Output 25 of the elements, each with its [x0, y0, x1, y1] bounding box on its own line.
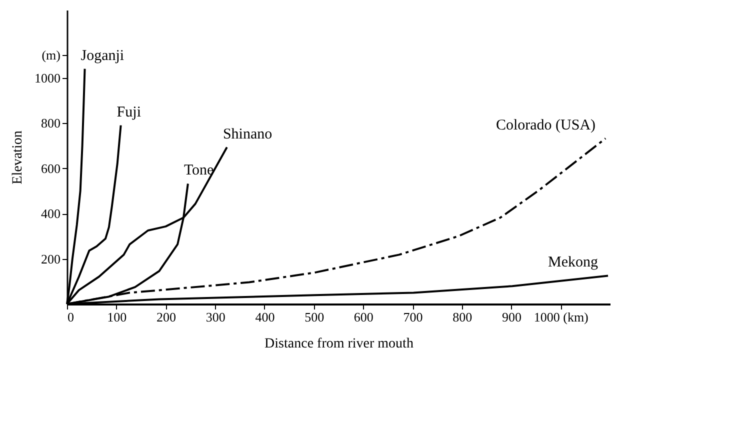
series-label: Fuji — [116, 104, 141, 120]
y-tick-label: (m) — [42, 48, 60, 63]
series-label: Joganji — [80, 48, 124, 64]
x-tick-label: 600 — [354, 310, 374, 324]
x-tick-label: 200 — [156, 310, 176, 324]
x-tick-label: 900 — [502, 310, 522, 324]
x-tick-label: 1000 (km) — [534, 310, 588, 324]
x-axis-title: Distance from river mouth — [264, 336, 414, 352]
series-label: Tone — [184, 162, 214, 179]
y-tick-label: 200 — [41, 251, 60, 266]
x-tick-label: 0 — [68, 310, 74, 324]
x-tick-label: 800 — [452, 310, 472, 324]
series-label: Mekong — [548, 254, 599, 271]
x-tick-label: 400 — [255, 310, 275, 324]
y-axis-title: Elevation — [10, 130, 26, 184]
series-label: Colorado (USA) — [496, 117, 596, 134]
x-tick-label: 300 — [206, 310, 226, 324]
x-tick-label: 700 — [403, 310, 423, 324]
y-tick-label: 600 — [41, 160, 60, 176]
y-tick-label: 800 — [41, 116, 60, 131]
x-tick-label: 100 — [107, 310, 127, 324]
x-tick-label: 500 — [304, 310, 324, 324]
y-tick-label: 1000 — [34, 70, 60, 86]
y-tick-label: 400 — [41, 206, 60, 222]
series-label: Shinano — [222, 126, 272, 142]
